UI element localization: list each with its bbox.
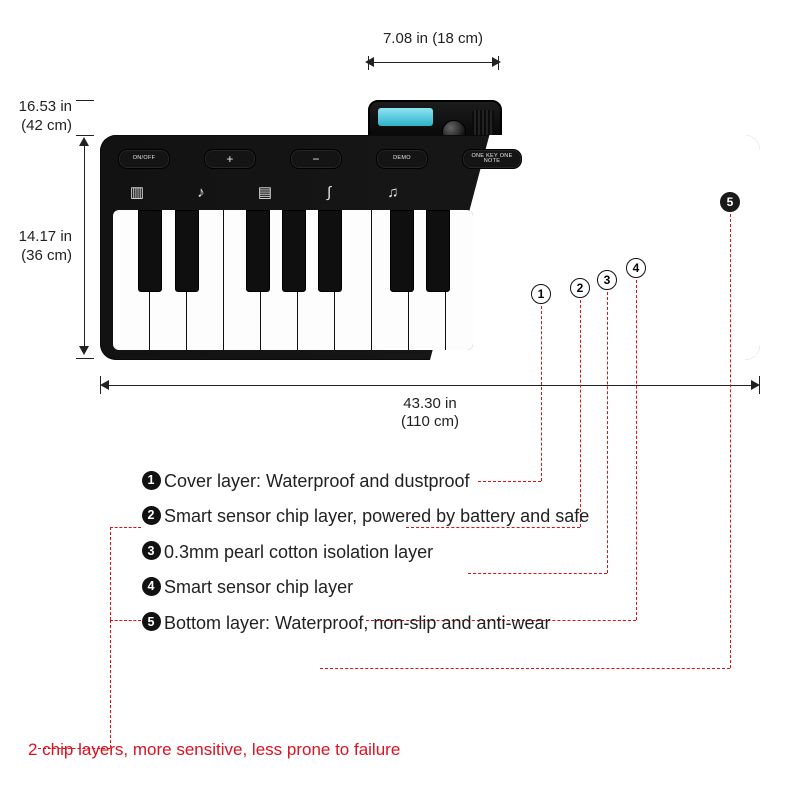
tick-bottom-r xyxy=(759,376,760,394)
arrow-top-l xyxy=(365,57,374,67)
module-screen xyxy=(378,108,433,126)
dim-upper-left-cm: (42 cm) xyxy=(2,117,72,136)
instrument-icons: ▥ ♪ ▤ ∫ ♫ xyxy=(123,181,407,203)
peel-marker-3: 3 xyxy=(597,270,617,290)
white-keys xyxy=(113,210,473,350)
arrow-top-r xyxy=(492,57,501,67)
legend-bullet: 3 xyxy=(138,541,164,561)
dim-bottom-cm: (110 cm) xyxy=(330,413,530,431)
legend-text: Smart sensor chip layer, powered by batt… xyxy=(164,505,589,528)
connector xyxy=(110,527,141,528)
connector xyxy=(730,214,731,668)
white-key xyxy=(224,210,261,350)
mat-button-0: ON/OFF xyxy=(118,149,170,169)
connector xyxy=(110,527,111,620)
legend-row-3: 30.3mm pearl cotton isolation layer xyxy=(138,541,698,564)
white-key xyxy=(150,210,187,350)
white-key xyxy=(187,210,224,350)
mat-button-3: DEMO xyxy=(376,149,428,169)
arrow-bottom xyxy=(108,385,752,386)
mat-button-4: ONE KEY ONE NOTE xyxy=(462,149,522,169)
tick-top-l xyxy=(368,56,369,70)
arrow-left-u xyxy=(79,137,89,146)
white-key xyxy=(409,210,446,350)
dim-bottom-in: 43.30 in xyxy=(330,395,530,413)
connector xyxy=(110,620,111,748)
instrument-piano-icon: ▥ xyxy=(123,181,151,203)
tick-upper-left xyxy=(76,100,94,101)
white-key xyxy=(335,210,372,350)
dim-top-cm: (18 cm) xyxy=(432,30,483,47)
control-buttons: ON/OFF + − DEMO ONE KEY ONE NOTE xyxy=(118,149,522,169)
legend-row-5: 5Bottom layer: Waterproof, non-slip and … xyxy=(138,612,698,635)
piano-mat: ON/OFF + − DEMO ONE KEY ONE NOTE ▥ ♪ ▤ ∫ ♫ xyxy=(100,135,760,360)
legend-text: Cover layer: Waterproof and dustproof xyxy=(164,470,469,493)
dim-upper-left: 16.53 in (42 cm) xyxy=(2,98,72,136)
legend-row-1: 1Cover layer: Waterproof and dustproof xyxy=(138,470,698,493)
white-key xyxy=(113,210,150,350)
mat-button-1: + xyxy=(204,149,256,169)
tick-top-r xyxy=(498,56,499,70)
dim-top: 7.08 in (18 cm) xyxy=(368,30,498,48)
legend-bullet: 5 xyxy=(138,612,164,632)
arrow-bottom-l xyxy=(100,380,109,390)
white-key xyxy=(261,210,298,350)
tick-left-t xyxy=(76,135,94,136)
legend-bullet: 4 xyxy=(138,576,164,596)
peel-marker-1: 1 xyxy=(531,284,551,304)
dim-bottom: 43.30 in (110 cm) xyxy=(330,395,530,431)
legend-row-2: 2Smart sensor chip layer, powered by bat… xyxy=(138,505,698,528)
mat-button-2: − xyxy=(290,149,342,169)
connector xyxy=(320,668,730,669)
dim-top-in: 7.08 in xyxy=(383,30,428,47)
dim-upper-left-in: 16.53 in xyxy=(2,98,72,117)
instrument-accordion-icon: ▤ xyxy=(251,181,279,203)
white-key xyxy=(446,210,473,350)
instrument-violin-icon: ♪ xyxy=(187,181,215,203)
legend-text: 0.3mm pearl cotton isolation layer xyxy=(164,541,433,564)
layer-legend: 1Cover layer: Waterproof and dustproof2S… xyxy=(138,470,698,647)
arrow-left-d xyxy=(79,346,89,355)
connector xyxy=(541,306,542,481)
peel-marker-5: 5 xyxy=(720,192,740,212)
tick-left-b xyxy=(76,358,94,359)
tick-bottom-l xyxy=(100,376,101,394)
white-key xyxy=(372,210,409,350)
peel-marker-4: 4 xyxy=(626,258,646,278)
white-key xyxy=(298,210,335,350)
legend-text: Bottom layer: Waterproof, non-slip and a… xyxy=(164,612,551,635)
arrow-left xyxy=(84,146,85,346)
legend-text: Smart sensor chip layer xyxy=(164,576,353,599)
legend-bullet: 1 xyxy=(138,470,164,490)
peel-marker-2: 2 xyxy=(570,278,590,298)
connector xyxy=(110,620,141,621)
dim-left: 14.17 in (36 cm) xyxy=(6,228,72,266)
footnote: 2 chip layers, more sensitive, less pron… xyxy=(28,740,400,760)
dim-left-cm: (36 cm) xyxy=(6,247,72,266)
dim-left-in: 14.17 in xyxy=(6,228,72,247)
footnote-text: 2 chip layers, more sensitive, less pron… xyxy=(28,740,400,759)
legend-bullet: 2 xyxy=(138,505,164,525)
legend-row-4: 4Smart sensor chip layer xyxy=(138,576,698,599)
instrument-guitar-icon: ♫ xyxy=(379,181,407,203)
instrument-sax-icon: ∫ xyxy=(315,181,343,203)
arrow-top xyxy=(373,62,493,63)
